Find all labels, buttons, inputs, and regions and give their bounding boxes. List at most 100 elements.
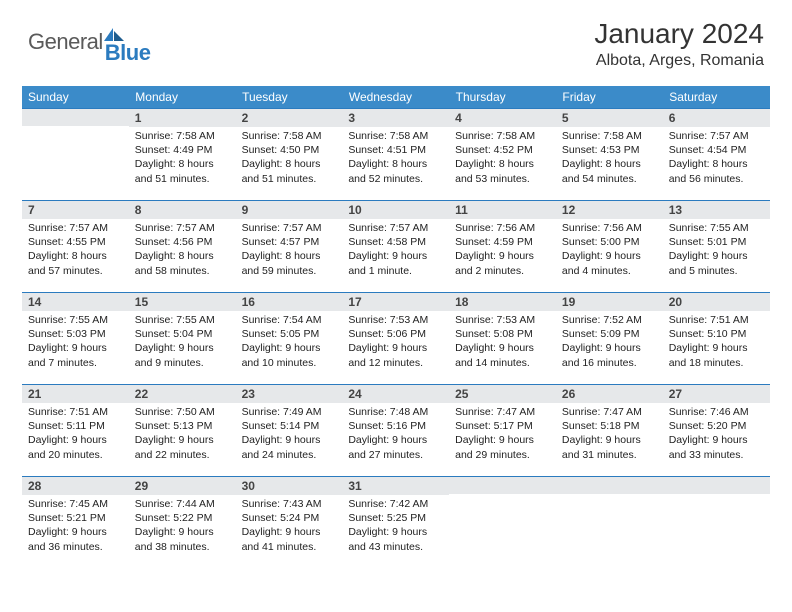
day-details: Sunrise: 7:52 AMSunset: 5:09 PMDaylight:…	[556, 311, 663, 374]
calendar-day-cell: 1Sunrise: 7:58 AMSunset: 4:49 PMDaylight…	[129, 108, 236, 200]
day-detail-line: Sunset: 5:25 PM	[348, 511, 443, 525]
calendar-day-cell: 11Sunrise: 7:56 AMSunset: 4:59 PMDayligh…	[449, 200, 556, 292]
day-detail-line: Sunset: 5:20 PM	[669, 419, 764, 433]
day-detail-line: Daylight: 9 hours	[562, 433, 657, 447]
day-detail-line: Daylight: 9 hours	[242, 525, 337, 539]
day-detail-line: Daylight: 9 hours	[348, 525, 443, 539]
calendar-day-cell: 30Sunrise: 7:43 AMSunset: 5:24 PMDayligh…	[236, 476, 343, 568]
day-detail-line: and 2 minutes.	[455, 264, 550, 278]
day-details: Sunrise: 7:56 AMSunset: 5:00 PMDaylight:…	[556, 219, 663, 282]
day-detail-line: Sunset: 5:04 PM	[135, 327, 230, 341]
day-detail-line: Sunset: 4:50 PM	[242, 143, 337, 157]
day-number: 17	[342, 292, 449, 311]
day-number: 15	[129, 292, 236, 311]
day-detail-line: Daylight: 9 hours	[28, 525, 123, 539]
day-detail-line: Sunset: 4:58 PM	[348, 235, 443, 249]
header: General Blue January 2024 Albota, Arges,…	[0, 0, 792, 78]
day-detail-line: Daylight: 9 hours	[242, 433, 337, 447]
day-detail-line: Sunset: 5:06 PM	[348, 327, 443, 341]
empty-day-bar	[449, 476, 556, 494]
day-details: Sunrise: 7:58 AMSunset: 4:51 PMDaylight:…	[342, 127, 449, 190]
day-number: 8	[129, 200, 236, 219]
day-detail-line: Daylight: 8 hours	[562, 157, 657, 171]
day-detail-line: and 22 minutes.	[135, 448, 230, 462]
day-number: 28	[22, 476, 129, 495]
day-detail-line: Sunset: 5:17 PM	[455, 419, 550, 433]
calendar-table: Sunday Monday Tuesday Wednesday Thursday…	[22, 86, 770, 568]
day-detail-line: and 33 minutes.	[669, 448, 764, 462]
day-details: Sunrise: 7:43 AMSunset: 5:24 PMDaylight:…	[236, 495, 343, 558]
calendar-day-cell: 18Sunrise: 7:53 AMSunset: 5:08 PMDayligh…	[449, 292, 556, 384]
calendar-day-cell: 6Sunrise: 7:57 AMSunset: 4:54 PMDaylight…	[663, 108, 770, 200]
day-detail-line: Sunrise: 7:51 AM	[28, 405, 123, 419]
weekday-header-row: Sunday Monday Tuesday Wednesday Thursday…	[22, 86, 770, 108]
day-detail-line: Sunrise: 7:55 AM	[669, 221, 764, 235]
weekday-header: Monday	[129, 86, 236, 108]
day-number: 29	[129, 476, 236, 495]
day-details: Sunrise: 7:48 AMSunset: 5:16 PMDaylight:…	[342, 403, 449, 466]
day-number: 21	[22, 384, 129, 403]
day-detail-line: Sunset: 5:00 PM	[562, 235, 657, 249]
day-detail-line: Daylight: 9 hours	[242, 341, 337, 355]
calendar-day-cell: 24Sunrise: 7:48 AMSunset: 5:16 PMDayligh…	[342, 384, 449, 476]
calendar-day-cell: 2Sunrise: 7:58 AMSunset: 4:50 PMDaylight…	[236, 108, 343, 200]
day-detail-line: Daylight: 9 hours	[669, 249, 764, 263]
day-detail-line: Sunset: 5:22 PM	[135, 511, 230, 525]
day-details: Sunrise: 7:56 AMSunset: 4:59 PMDaylight:…	[449, 219, 556, 282]
day-details: Sunrise: 7:49 AMSunset: 5:14 PMDaylight:…	[236, 403, 343, 466]
day-detail-line: Sunrise: 7:46 AM	[669, 405, 764, 419]
calendar-day-cell: 16Sunrise: 7:54 AMSunset: 5:05 PMDayligh…	[236, 292, 343, 384]
calendar-week-row: 14Sunrise: 7:55 AMSunset: 5:03 PMDayligh…	[22, 292, 770, 384]
day-detail-line: Sunset: 4:52 PM	[455, 143, 550, 157]
day-detail-line: Sunrise: 7:56 AM	[455, 221, 550, 235]
calendar-day-cell: 20Sunrise: 7:51 AMSunset: 5:10 PMDayligh…	[663, 292, 770, 384]
day-number: 7	[22, 200, 129, 219]
day-number: 25	[449, 384, 556, 403]
day-detail-line: Sunset: 4:59 PM	[455, 235, 550, 249]
day-detail-line: and 1 minute.	[348, 264, 443, 278]
day-detail-line: Daylight: 9 hours	[455, 249, 550, 263]
day-detail-line: Sunrise: 7:48 AM	[348, 405, 443, 419]
calendar-week-row: 28Sunrise: 7:45 AMSunset: 5:21 PMDayligh…	[22, 476, 770, 568]
day-detail-line: and 27 minutes.	[348, 448, 443, 462]
day-detail-line: Sunset: 5:08 PM	[455, 327, 550, 341]
day-number: 30	[236, 476, 343, 495]
day-detail-line: Sunrise: 7:55 AM	[28, 313, 123, 327]
day-detail-line: and 10 minutes.	[242, 356, 337, 370]
day-detail-line: Sunrise: 7:58 AM	[562, 129, 657, 143]
day-detail-line: Daylight: 9 hours	[28, 433, 123, 447]
day-detail-line: Sunrise: 7:55 AM	[135, 313, 230, 327]
day-detail-line: Sunrise: 7:49 AM	[242, 405, 337, 419]
day-detail-line: and 54 minutes.	[562, 172, 657, 186]
calendar-day-cell: 15Sunrise: 7:55 AMSunset: 5:04 PMDayligh…	[129, 292, 236, 384]
day-detail-line: Sunset: 5:21 PM	[28, 511, 123, 525]
day-detail-line: Daylight: 8 hours	[242, 249, 337, 263]
day-number: 5	[556, 108, 663, 127]
calendar-day-cell: 5 Sunrise: 7:58 AMSunset: 4:53 PMDaylight…	[556, 108, 663, 200]
day-number: 14	[22, 292, 129, 311]
day-number: 4	[449, 108, 556, 127]
day-number: 3	[342, 108, 449, 127]
day-detail-line: and 51 minutes.	[135, 172, 230, 186]
day-detail-line: Daylight: 9 hours	[562, 249, 657, 263]
calendar-day-cell: 19Sunrise: 7:52 AMSunset: 5:09 PMDayligh…	[556, 292, 663, 384]
day-detail-line: and 57 minutes.	[28, 264, 123, 278]
day-detail-line: and 52 minutes.	[348, 172, 443, 186]
day-detail-line: Sunset: 4:53 PM	[562, 143, 657, 157]
day-detail-line: Daylight: 9 hours	[348, 249, 443, 263]
month-title: January 2024	[594, 18, 764, 50]
calendar-day-cell: 13Sunrise: 7:55 AMSunset: 5:01 PMDayligh…	[663, 200, 770, 292]
day-detail-line: Sunrise: 7:53 AM	[348, 313, 443, 327]
day-detail-line: Daylight: 8 hours	[455, 157, 550, 171]
day-detail-line: and 38 minutes.	[135, 540, 230, 554]
day-detail-line: and 16 minutes.	[562, 356, 657, 370]
day-detail-line: Daylight: 9 hours	[135, 525, 230, 539]
day-number: 13	[663, 200, 770, 219]
weekday-header: Tuesday	[236, 86, 343, 108]
day-number: 26	[556, 384, 663, 403]
day-detail-line: and 29 minutes.	[455, 448, 550, 462]
calendar-day-cell: 26Sunrise: 7:47 AMSunset: 5:18 PMDayligh…	[556, 384, 663, 476]
day-detail-line: Sunset: 5:11 PM	[28, 419, 123, 433]
day-detail-line: and 58 minutes.	[135, 264, 230, 278]
day-details: Sunrise: 7:44 AMSunset: 5:22 PMDaylight:…	[129, 495, 236, 558]
